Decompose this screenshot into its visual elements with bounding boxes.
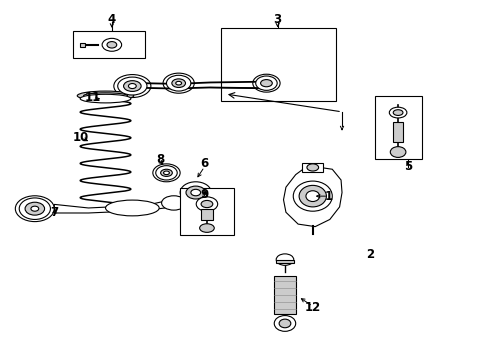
Ellipse shape: [260, 80, 272, 87]
Ellipse shape: [392, 110, 402, 116]
Ellipse shape: [306, 164, 318, 171]
Ellipse shape: [175, 81, 181, 85]
Ellipse shape: [171, 79, 185, 87]
Bar: [180, 188, 233, 234]
Bar: [73, 31, 145, 58]
Bar: [302, 163, 323, 172]
Ellipse shape: [279, 319, 290, 328]
Bar: [80, 43, 84, 46]
Ellipse shape: [105, 200, 159, 216]
Ellipse shape: [305, 191, 319, 202]
Text: 8: 8: [156, 153, 164, 166]
Ellipse shape: [118, 77, 147, 95]
Text: 1: 1: [324, 190, 332, 203]
Text: 12: 12: [304, 301, 320, 314]
Bar: [374, 96, 421, 159]
Ellipse shape: [185, 186, 205, 199]
Ellipse shape: [128, 84, 136, 89]
Ellipse shape: [123, 81, 141, 91]
Ellipse shape: [293, 181, 331, 211]
Text: 2: 2: [366, 248, 374, 261]
Ellipse shape: [166, 75, 190, 91]
Ellipse shape: [180, 182, 211, 203]
Text: 4: 4: [107, 13, 116, 26]
Ellipse shape: [161, 196, 185, 210]
Bar: [221, 28, 335, 101]
Ellipse shape: [156, 166, 177, 180]
Polygon shape: [283, 166, 341, 226]
Ellipse shape: [190, 189, 200, 196]
Ellipse shape: [201, 201, 212, 208]
Ellipse shape: [25, 202, 44, 215]
Ellipse shape: [389, 147, 405, 157]
Ellipse shape: [388, 107, 406, 118]
Ellipse shape: [196, 197, 217, 211]
Ellipse shape: [163, 171, 169, 175]
Ellipse shape: [274, 316, 295, 331]
Text: 7: 7: [50, 207, 58, 220]
Bar: [276, 260, 293, 263]
Bar: [201, 210, 212, 220]
Ellipse shape: [31, 206, 39, 211]
Ellipse shape: [83, 93, 127, 99]
Text: 11: 11: [84, 91, 101, 104]
Text: 9: 9: [200, 188, 208, 201]
Ellipse shape: [80, 94, 131, 103]
Ellipse shape: [199, 224, 214, 232]
Text: 5: 5: [404, 160, 411, 173]
Text: 6: 6: [200, 157, 208, 170]
Text: 3: 3: [273, 13, 281, 26]
Bar: [274, 276, 295, 315]
Bar: [392, 122, 402, 142]
Ellipse shape: [299, 185, 326, 207]
Ellipse shape: [19, 198, 50, 220]
Ellipse shape: [102, 39, 122, 51]
Ellipse shape: [160, 169, 172, 176]
Ellipse shape: [107, 41, 117, 48]
Ellipse shape: [255, 76, 277, 90]
Text: 10: 10: [73, 131, 89, 144]
Ellipse shape: [77, 91, 134, 100]
Polygon shape: [54, 188, 198, 213]
Ellipse shape: [276, 254, 293, 265]
